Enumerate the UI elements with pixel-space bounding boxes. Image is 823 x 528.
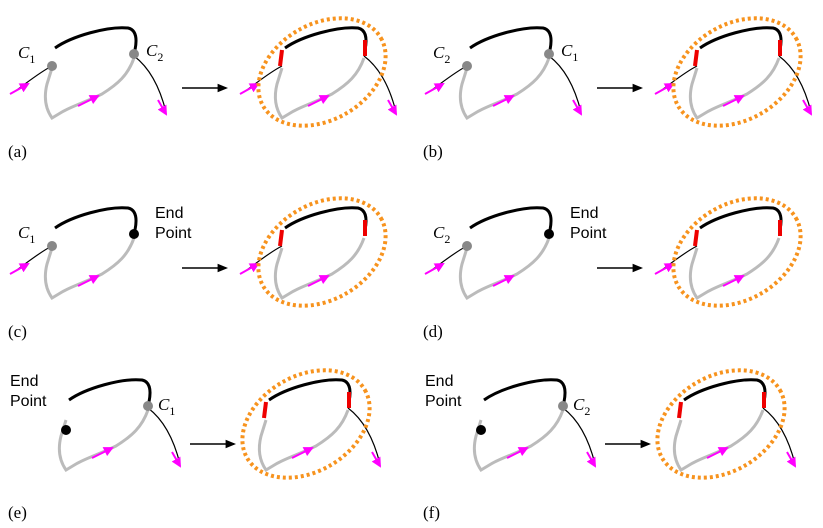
panel: C1 C2 (a)	[8, 0, 405, 161]
subscript: 1	[169, 404, 175, 418]
point-label: Point	[155, 225, 192, 242]
panel-label: (b)	[423, 142, 443, 161]
panel-label: (d)	[423, 322, 443, 341]
point-label: C2	[573, 395, 590, 418]
panel-label: (e)	[8, 503, 27, 522]
point-label: C1	[158, 395, 175, 418]
panel-label: (c)	[8, 322, 27, 341]
panel: C2 C1 (b)	[423, 0, 820, 161]
panel-label: (a)	[8, 142, 27, 161]
symbol: C	[561, 41, 573, 60]
symbol: C	[433, 223, 445, 242]
point-label: C2	[146, 41, 163, 64]
panel: C2 End Point (d)	[423, 176, 820, 341]
point-label: C1	[561, 41, 578, 64]
point-label: End	[570, 205, 598, 222]
subscript: 2	[444, 232, 450, 246]
symbol: C	[18, 223, 30, 242]
subscript: 2	[444, 52, 450, 66]
point-label: C2	[433, 223, 450, 246]
symbol: C	[433, 43, 445, 62]
symbol: C	[158, 395, 170, 414]
panel: End Point C2 (f)	[423, 348, 804, 522]
panel-label: (f)	[423, 503, 440, 522]
panel: End Point C1 (e)	[8, 348, 389, 522]
point-label: End	[155, 205, 183, 222]
subscript: 1	[572, 50, 578, 64]
point-label: C1	[18, 223, 35, 246]
symbol: C	[18, 43, 30, 62]
point-label: C1	[18, 43, 35, 66]
symbol: C	[146, 41, 158, 60]
point-label: Point	[425, 393, 462, 410]
point-label: Point	[570, 225, 607, 242]
point-label: Point	[10, 393, 47, 410]
subscript: 2	[157, 50, 163, 64]
subscript: 1	[29, 52, 35, 66]
point-label: End	[10, 373, 38, 390]
subscript: 1	[29, 232, 35, 246]
subscript: 2	[584, 404, 590, 418]
point-label: End	[425, 373, 453, 390]
figure: C1 C2 (a) C2 C1 (b) C1 End Point (c) C2 …	[0, 0, 823, 528]
point-label: C2	[433, 43, 450, 66]
panel: C1 End Point (c)	[8, 176, 405, 341]
symbol: C	[573, 395, 585, 414]
